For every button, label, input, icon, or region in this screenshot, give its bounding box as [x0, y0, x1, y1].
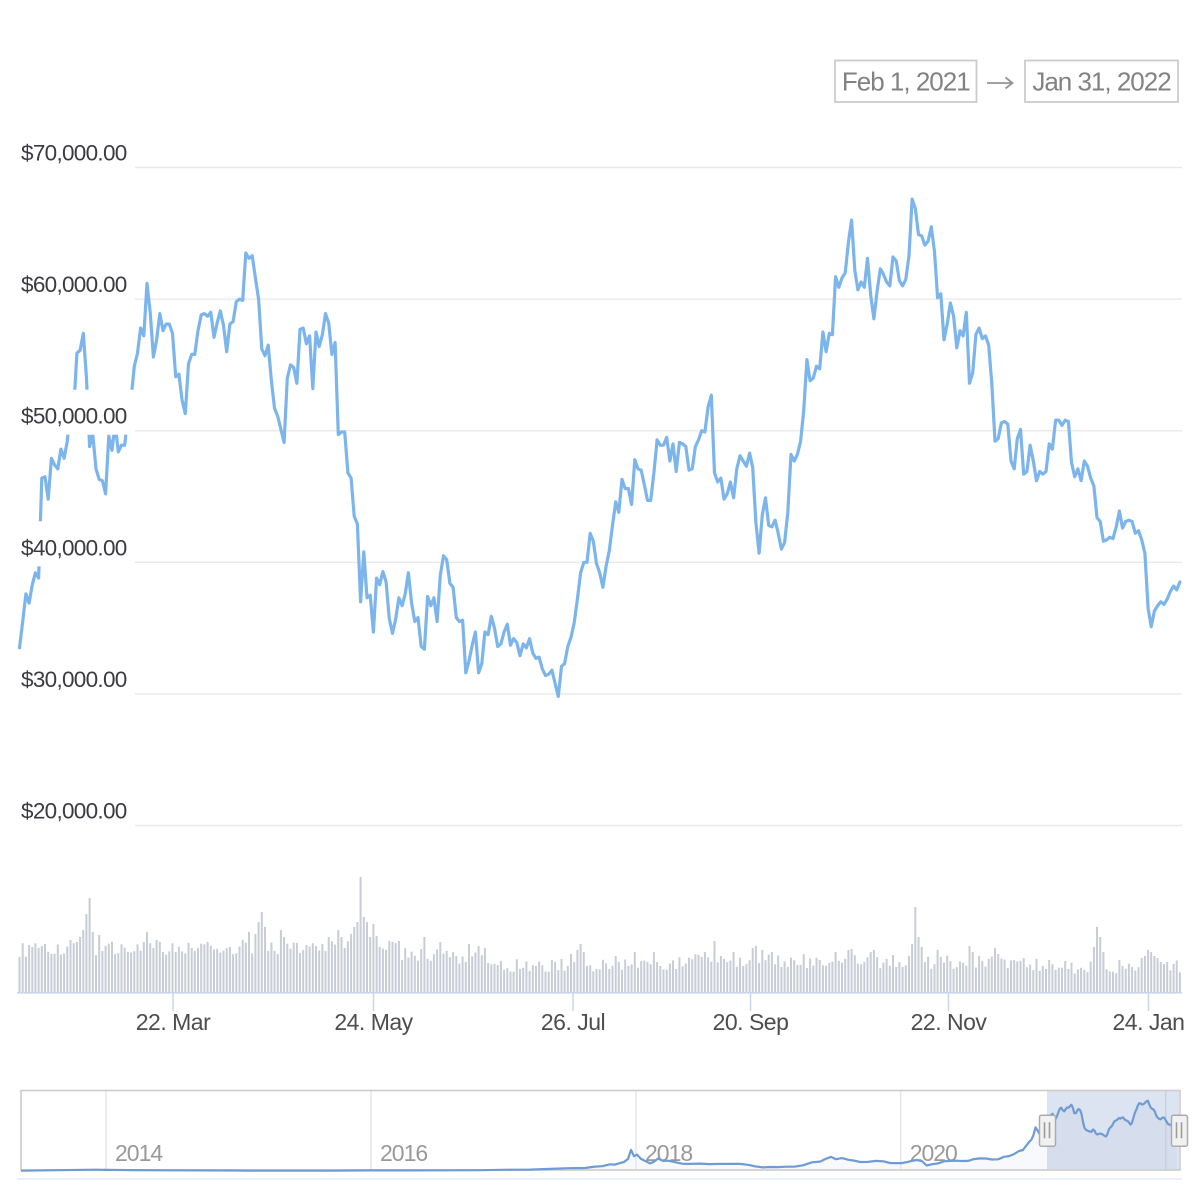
svg-text:$40,000.00: $40,000.00 — [21, 535, 127, 560]
svg-text:$20,000.00: $20,000.00 — [21, 799, 127, 824]
svg-text:$30,000.00: $30,000.00 — [21, 667, 127, 692]
svg-text:2014: 2014 — [115, 1140, 163, 1166]
svg-text:$70,000.00: $70,000.00 — [21, 141, 127, 166]
svg-text:26. Jul: 26. Jul — [541, 1009, 605, 1035]
svg-text:2016: 2016 — [380, 1140, 427, 1166]
svg-text:22. Nov: 22. Nov — [911, 1009, 988, 1035]
svg-text:22. Mar: 22. Mar — [136, 1009, 211, 1035]
svg-text:Feb 1, 2021: Feb 1, 2021 — [842, 67, 970, 97]
svg-text:24. May: 24. May — [334, 1009, 413, 1035]
svg-text:$50,000.00: $50,000.00 — [21, 404, 127, 429]
svg-text:$60,000.00: $60,000.00 — [21, 272, 127, 297]
svg-text:Jan 31, 2022: Jan 31, 2022 — [1032, 67, 1171, 97]
svg-text:20. Sep: 20. Sep — [713, 1009, 789, 1035]
svg-text:24. Jan: 24. Jan — [1113, 1009, 1185, 1035]
svg-text:2020: 2020 — [910, 1140, 957, 1166]
